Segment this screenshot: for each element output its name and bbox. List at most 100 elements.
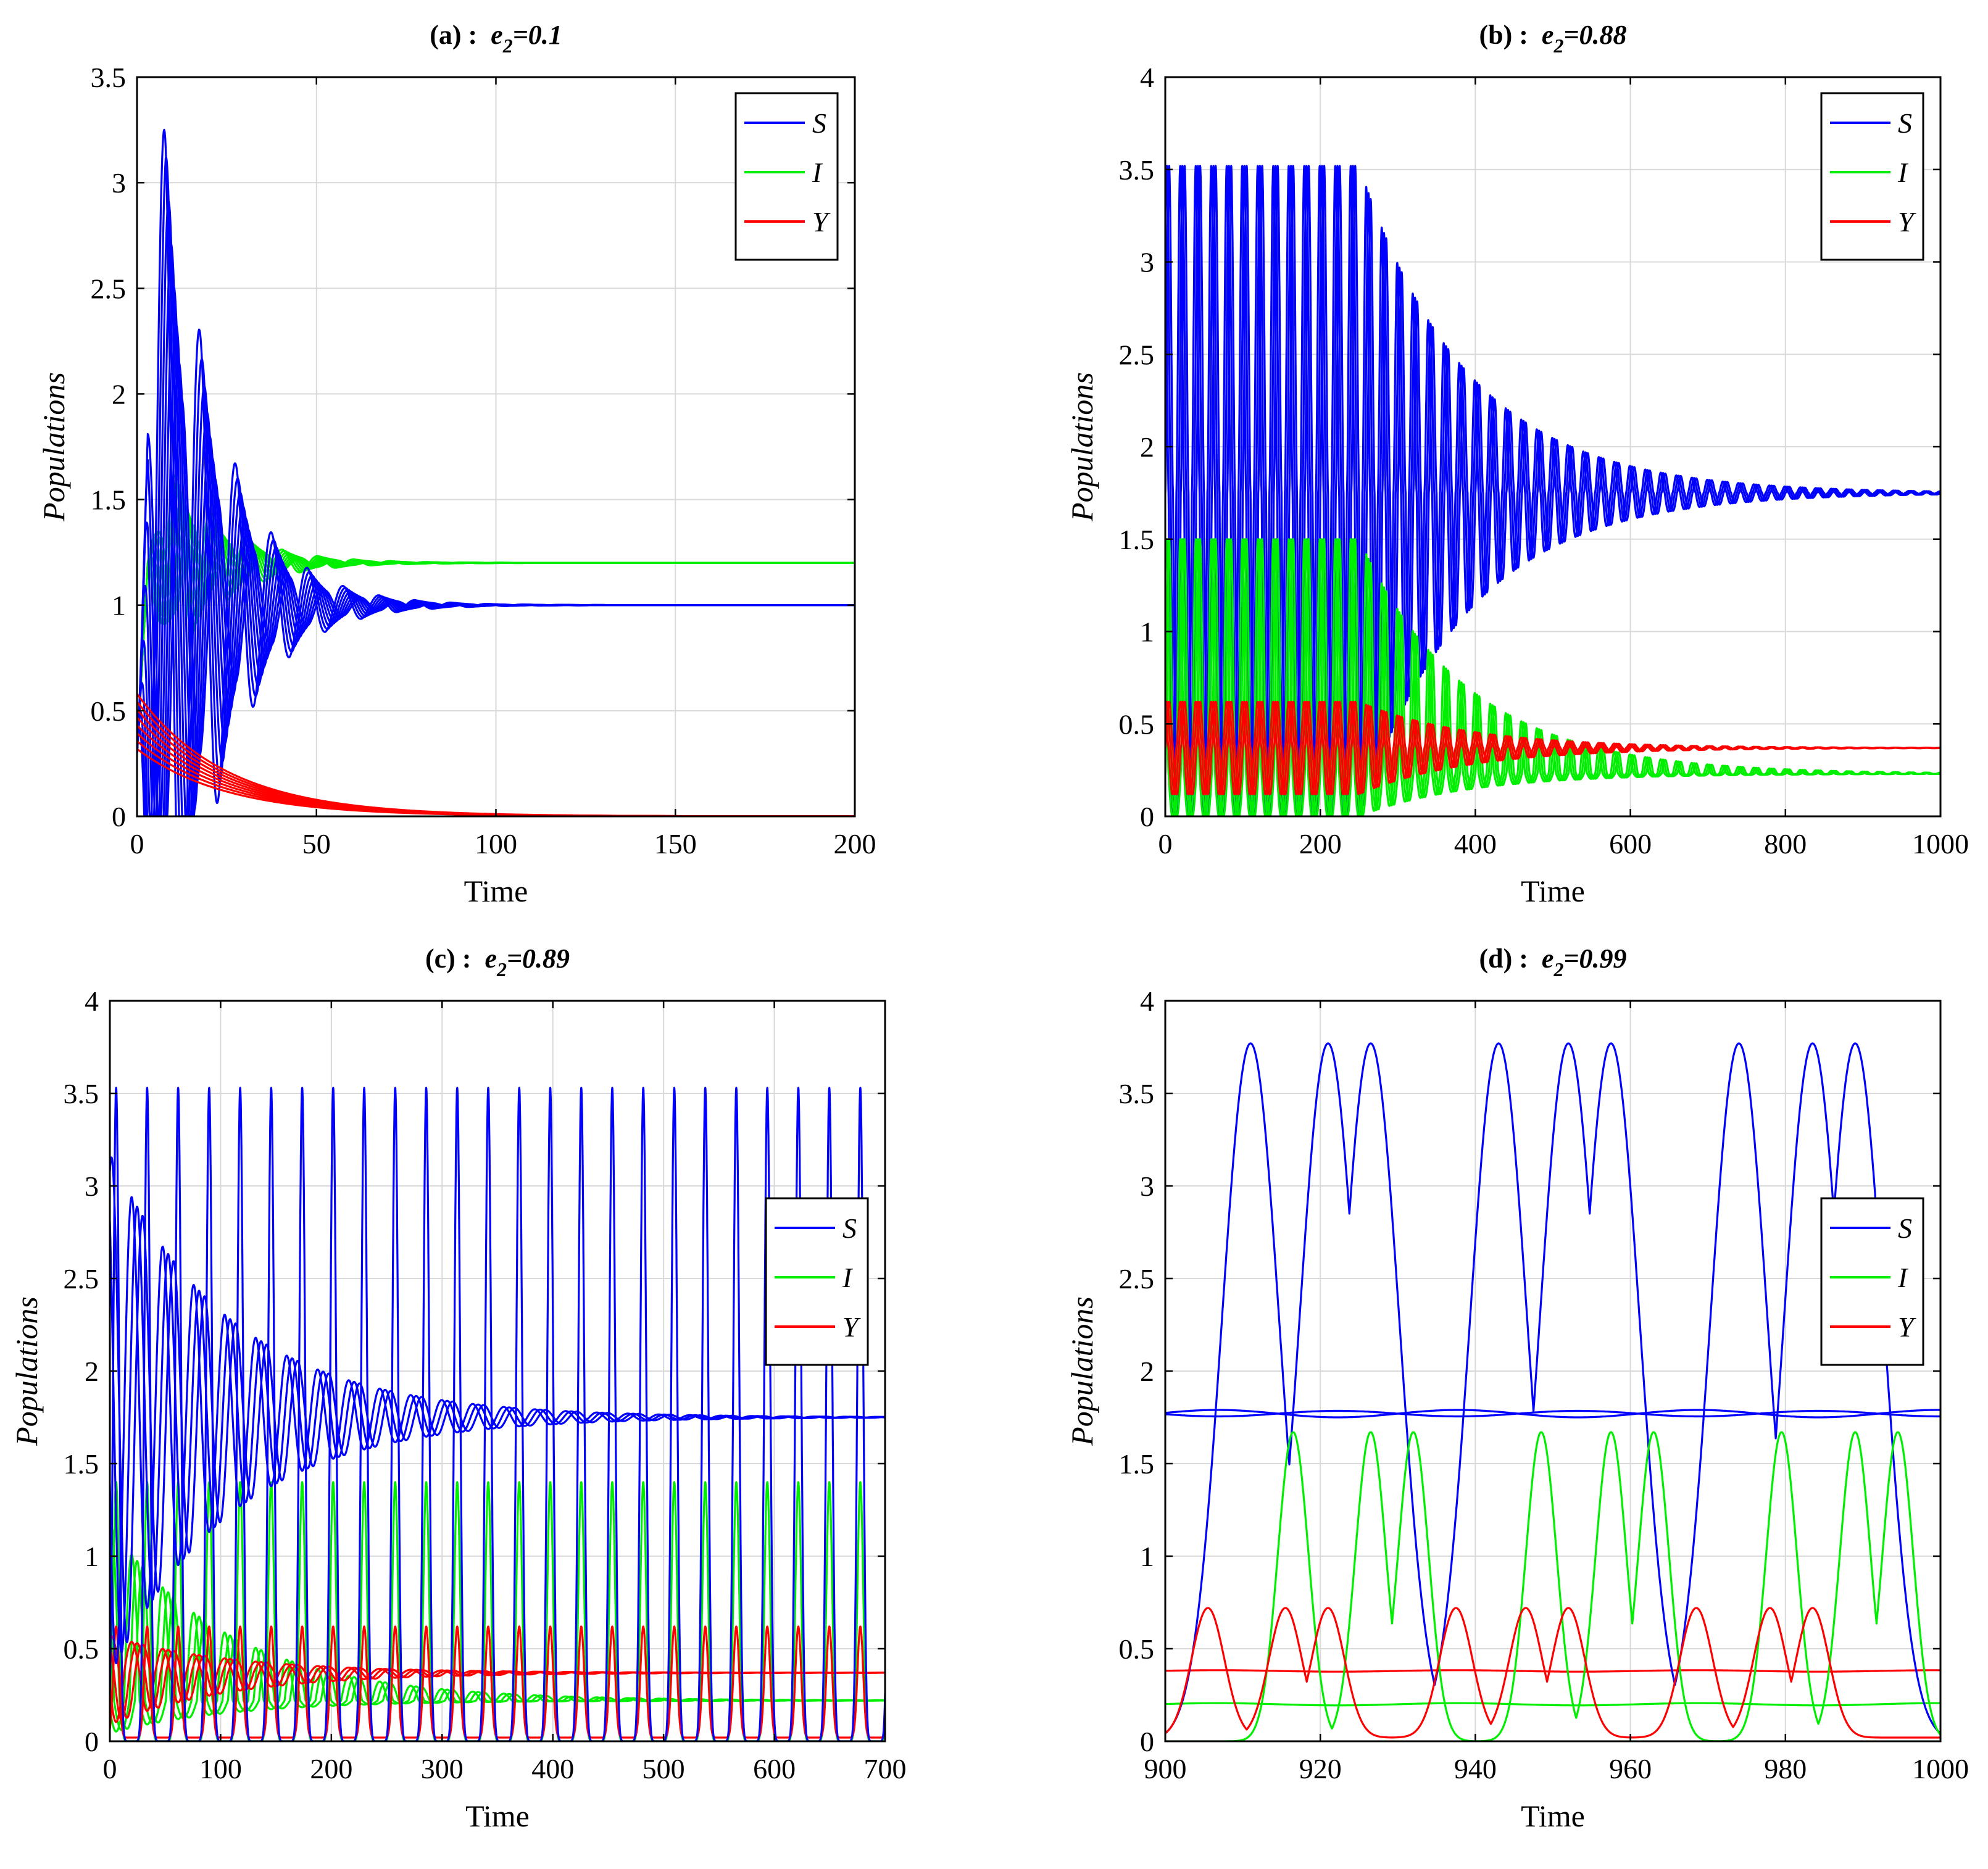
series-group bbox=[1165, 1042, 1940, 1741]
series-line-S bbox=[110, 1087, 885, 1741]
y-axis-label: Populations bbox=[9, 1296, 44, 1446]
y-tick-label: 0.5 bbox=[1119, 708, 1155, 740]
legend-box bbox=[734, 92, 839, 261]
panel-label: (d) : bbox=[1479, 943, 1541, 974]
y-tick-label: 4 bbox=[1140, 62, 1154, 93]
y-axis-label: Populations bbox=[36, 372, 71, 522]
x-tick-label: 940 bbox=[1454, 1753, 1497, 1784]
legend-label-Y: Y bbox=[1898, 206, 1916, 238]
legend-label-I: I bbox=[812, 157, 823, 188]
y-tick-label: 0 bbox=[1140, 801, 1154, 832]
y-tick-label: 0.5 bbox=[64, 1633, 99, 1665]
x-tick-label: 900 bbox=[1144, 1753, 1187, 1784]
legend-box bbox=[765, 1197, 869, 1366]
y-tick-label: 3.5 bbox=[64, 1078, 99, 1109]
series-line-S bbox=[1165, 1042, 1940, 1734]
y-tick-label: 0.5 bbox=[1119, 1633, 1155, 1665]
parameter-name: e bbox=[491, 20, 503, 50]
parameter-value: =0.89 bbox=[507, 943, 570, 974]
x-tick-label: 300 bbox=[421, 1753, 464, 1784]
legend: SIY bbox=[765, 1197, 869, 1366]
y-tick-label: 1 bbox=[1140, 616, 1154, 648]
y-tick-label: 2 bbox=[1140, 431, 1154, 463]
y-tick-label: 4 bbox=[1140, 985, 1154, 1017]
y-tick-label: 3 bbox=[112, 167, 126, 199]
x-tick-label: 400 bbox=[531, 1753, 574, 1784]
parameter-value: =0.1 bbox=[513, 20, 562, 50]
y-tick-label: 2.5 bbox=[1119, 339, 1155, 370]
y-axis-label: Populations bbox=[1065, 1296, 1099, 1446]
parameter-subscript: 2 bbox=[496, 958, 507, 980]
series-line-I bbox=[1165, 1702, 1940, 1707]
y-tick-label: 2 bbox=[112, 378, 126, 410]
x-tick-label: 200 bbox=[1299, 828, 1342, 860]
x-tick-label: 0 bbox=[1158, 828, 1173, 860]
legend-label-Y: Y bbox=[812, 206, 831, 238]
y-tick-label: 1.5 bbox=[1119, 1448, 1155, 1480]
y-axis-label: Populations bbox=[1065, 372, 1099, 522]
y-tick-label: 3 bbox=[85, 1171, 99, 1202]
series-line-S bbox=[137, 128, 855, 816]
panel-title: (c) : e2=0.89 bbox=[425, 943, 570, 980]
x-tick-label: 960 bbox=[1609, 1753, 1652, 1784]
legend: SIY bbox=[734, 92, 839, 261]
x-axis-label: Time bbox=[464, 874, 528, 908]
panel-title: (d) : e2=0.99 bbox=[1479, 943, 1626, 980]
series-group bbox=[1165, 165, 1940, 816]
legend: SIY bbox=[1820, 1197, 1924, 1366]
x-tick-label: 500 bbox=[643, 1753, 685, 1784]
y-tick-label: 2.5 bbox=[64, 1263, 99, 1295]
legend-label-S: S bbox=[1898, 107, 1912, 139]
legend-label-Y: Y bbox=[1898, 1311, 1916, 1343]
series-line-I bbox=[110, 1553, 885, 1733]
y-tick-label: 0 bbox=[112, 801, 126, 832]
y-tick-label: 2 bbox=[1140, 1356, 1154, 1387]
y-tick-label: 0.5 bbox=[91, 695, 127, 727]
y-tick-label: 3 bbox=[1140, 1171, 1154, 1202]
x-tick-label: 700 bbox=[864, 1753, 907, 1784]
series-line-Y bbox=[110, 1641, 885, 1723]
y-tick-label: 2.5 bbox=[91, 273, 127, 304]
panel-label: (a) : bbox=[430, 20, 491, 50]
legend-label-Y: Y bbox=[842, 1311, 861, 1343]
y-tick-label: 1 bbox=[85, 1541, 99, 1572]
legend-label-S: S bbox=[1898, 1212, 1912, 1244]
x-axis-label: Time bbox=[1521, 1799, 1585, 1833]
x-tick-label: 600 bbox=[1609, 828, 1652, 860]
y-tick-label: 4 bbox=[85, 985, 99, 1017]
panel-title: (b) : e2=0.88 bbox=[1479, 20, 1626, 57]
y-tick-label: 1 bbox=[1140, 1541, 1154, 1572]
y-tick-label: 0 bbox=[85, 1726, 99, 1757]
y-tick-label: 1.5 bbox=[64, 1448, 99, 1480]
parameter-value: =0.99 bbox=[1563, 943, 1626, 974]
series-line-I bbox=[1165, 538, 1940, 816]
panel-c: 0 100 200 300 400 500 600 700 0 0.5 1 1.5 2 2.5 3 3.5 4 T… bbox=[9, 943, 907, 1833]
x-tick-label: 920 bbox=[1299, 1753, 1342, 1784]
x-tick-label: 800 bbox=[1764, 828, 1807, 860]
series-line-S bbox=[1165, 1409, 1940, 1419]
y-tick-label: 2 bbox=[85, 1356, 99, 1387]
parameter-subscript: 2 bbox=[1553, 35, 1563, 57]
y-tick-label: 1 bbox=[112, 590, 126, 621]
parameter-subscript: 2 bbox=[502, 35, 513, 57]
parameter-value: =0.88 bbox=[1563, 20, 1626, 50]
legend-box bbox=[1820, 1197, 1924, 1366]
parameter-name: e bbox=[1542, 943, 1554, 974]
panel-d: 900 920 940 960 980 1000 0 0.5 1 1.5 2 2.5 3 3.5 4 Time… bbox=[1065, 943, 1969, 1833]
series-line-Y bbox=[1165, 1607, 1940, 1739]
panel-title: (a) : e2=0.1 bbox=[430, 20, 562, 57]
panel-a: 0 50 100 150 200 0 0.5 1 1.5 2 2.5 3 3.5 Time Populati… bbox=[36, 20, 876, 908]
x-tick-label: 100 bbox=[475, 828, 517, 860]
x-tick-label: 0 bbox=[130, 828, 144, 860]
legend-label-I: I bbox=[842, 1262, 854, 1293]
y-tick-label: 3.5 bbox=[1119, 1078, 1155, 1109]
legend-label-S: S bbox=[842, 1212, 857, 1244]
y-tick-label: 1.5 bbox=[91, 484, 127, 516]
parameter-subscript: 2 bbox=[1553, 958, 1563, 980]
legend-label-I: I bbox=[1897, 1262, 1909, 1293]
series-line-S bbox=[1165, 165, 1940, 816]
x-tick-label: 600 bbox=[753, 1753, 796, 1784]
legend: SIY bbox=[1820, 92, 1924, 261]
legend-box bbox=[1820, 92, 1924, 261]
x-axis-label: Time bbox=[465, 1799, 530, 1833]
